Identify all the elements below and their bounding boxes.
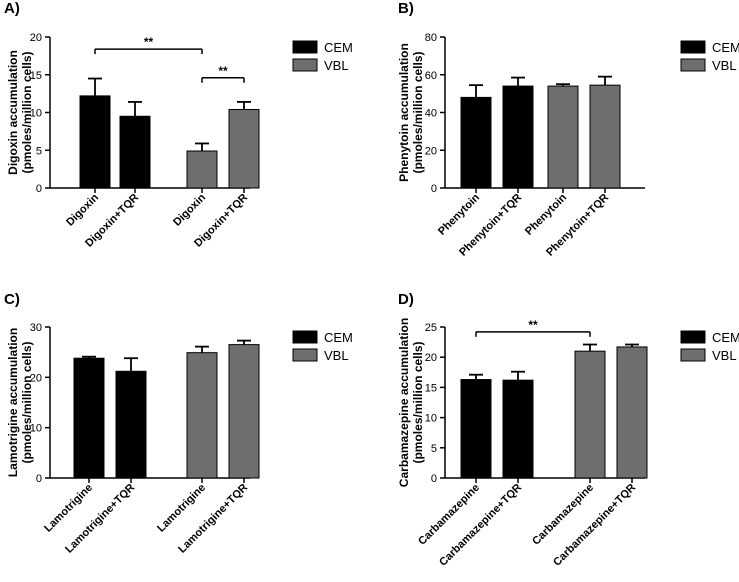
bar xyxy=(228,108,260,189)
y-tick-label: 20 xyxy=(425,352,437,364)
bar xyxy=(574,350,606,479)
chart-panel-3: C) Lamotrigine accumulation(pmoles/millio… xyxy=(4,291,353,556)
y-tick-label: 80 xyxy=(425,32,437,44)
legend: CEM VBL xyxy=(292,40,353,73)
y-tick-label: 0 xyxy=(431,183,437,195)
y-tick-label: 20 xyxy=(30,32,42,44)
legend-label: VBL xyxy=(324,348,349,363)
panel-label: B) xyxy=(398,0,414,17)
bar xyxy=(186,150,218,189)
panel-label: D) xyxy=(398,291,414,308)
y-axis-label-line: Carbamazepine accumulation xyxy=(397,318,411,487)
bar xyxy=(119,115,151,189)
bar xyxy=(186,352,218,479)
panel-label: A) xyxy=(4,0,20,17)
y-axis-label-line: (pmoles/million cells) xyxy=(20,341,34,463)
y-axis-label: Phenytoin accumulation(pmoles/million ce… xyxy=(397,43,425,182)
legend-swatch xyxy=(680,58,706,72)
legend: CEM VBL xyxy=(680,330,739,363)
x-tick-label: Digoxin xyxy=(64,191,101,228)
y-axis-label-line: (pmoles/million cells) xyxy=(411,341,425,463)
legend-label: VBL xyxy=(712,58,737,73)
y-tick-label: 20 xyxy=(30,372,42,384)
chart-panel-1: A) Digoxin accumulation(pmoles/million ce… xyxy=(4,0,353,250)
legend-swatch xyxy=(292,330,318,344)
y-axis-label-line: Lamotrigine accumulation xyxy=(6,328,20,477)
y-tick-label: 0 xyxy=(36,183,42,195)
x-tick-label: Carbamazepine+TQR xyxy=(551,482,638,569)
y-tick-label: 5 xyxy=(431,443,437,455)
y-axis-label-line: (pmoles/million cells) xyxy=(20,51,34,173)
chart-panel-4: D) Carbamazepine accumulation(pmoles/mill… xyxy=(397,291,739,569)
legend-label: VBL xyxy=(712,348,737,363)
y-axis-label-line: Phenytoin accumulation xyxy=(397,43,411,182)
legend-label: CEM xyxy=(712,40,739,55)
y-axis-label: Digoxin accumulation(pmoles/million cell… xyxy=(6,50,34,175)
significance-label: ** xyxy=(144,35,154,49)
y-axis-label: Lamotrigine accumulation(pmoles/million … xyxy=(6,328,34,477)
legend-swatch xyxy=(680,40,706,54)
legend: CEM VBL xyxy=(680,40,739,73)
y-tick-label: 40 xyxy=(425,108,437,120)
bar xyxy=(228,344,260,479)
y-axis-label-line: (pmoles/million cells) xyxy=(411,51,425,173)
bar xyxy=(73,357,105,479)
legend-label: CEM xyxy=(324,330,353,345)
bar xyxy=(460,379,492,479)
y-tick-label: 10 xyxy=(30,423,42,435)
bar xyxy=(460,96,492,189)
y-axis-label: Carbamazepine accumulation(pmoles/millio… xyxy=(397,318,425,487)
y-tick-label: 10 xyxy=(425,413,437,425)
legend: CEM VBL xyxy=(292,330,353,363)
bar xyxy=(502,379,534,479)
legend-label: VBL xyxy=(324,58,349,73)
x-tick-label: Carbamazepine+TQR xyxy=(437,482,524,569)
y-tick-label: 15 xyxy=(425,382,437,394)
bar xyxy=(616,346,648,479)
y-tick-label: 25 xyxy=(425,322,437,334)
significance-label: ** xyxy=(218,64,228,78)
y-tick-label: 10 xyxy=(30,108,42,120)
bar xyxy=(502,85,534,189)
legend-swatch xyxy=(292,58,318,72)
panel-label: C) xyxy=(4,291,20,308)
y-tick-label: 0 xyxy=(431,473,437,485)
y-axis-label-line: Digoxin accumulation xyxy=(6,50,20,175)
legend-swatch xyxy=(680,330,706,344)
significance-label: ** xyxy=(528,318,538,332)
bar xyxy=(79,95,111,189)
y-tick-label: 20 xyxy=(425,145,437,157)
x-tick-label: Digoxin xyxy=(171,191,208,228)
y-tick-label: 15 xyxy=(30,70,42,82)
legend-swatch xyxy=(680,348,706,362)
bar xyxy=(547,85,579,189)
bar xyxy=(589,84,621,189)
legend-label: CEM xyxy=(324,40,353,55)
y-tick-label: 60 xyxy=(425,70,437,82)
legend-swatch xyxy=(292,348,318,362)
legend-label: CEM xyxy=(712,330,739,345)
chart-panel-2: B) Phenytoin accumulation(pmoles/million … xyxy=(397,0,739,259)
bar xyxy=(115,370,147,479)
legend-swatch xyxy=(292,40,318,54)
y-tick-label: 0 xyxy=(36,473,42,485)
y-tick-label: 30 xyxy=(30,322,42,334)
y-tick-label: 5 xyxy=(36,145,42,157)
